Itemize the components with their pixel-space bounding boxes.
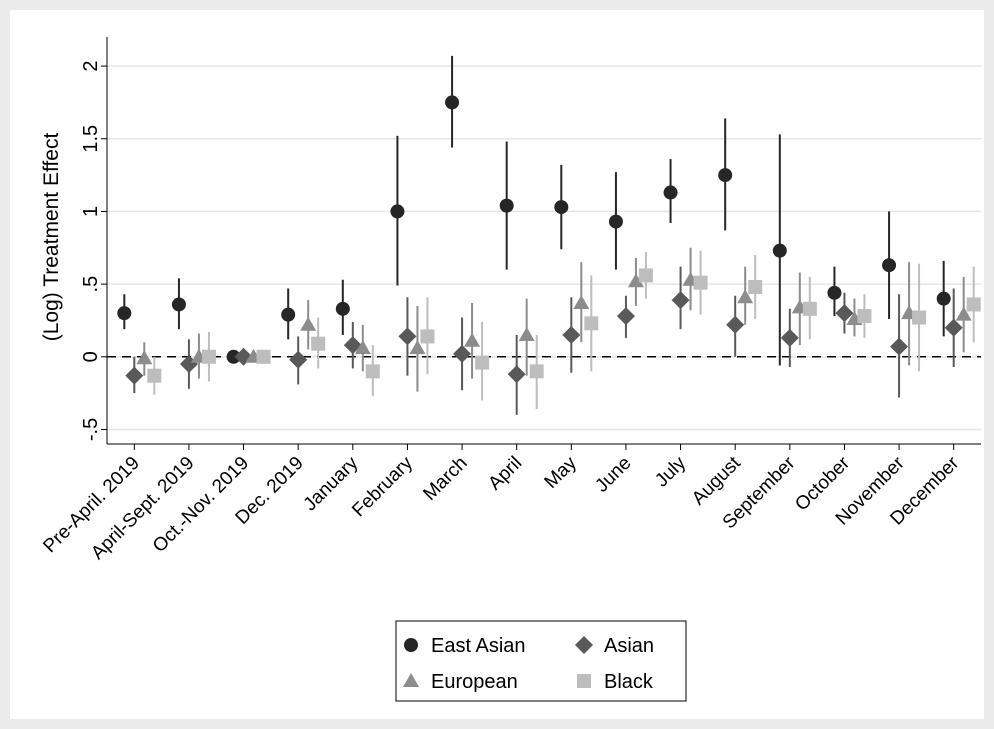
chart-background — [10, 10, 984, 719]
axes — [106, 37, 981, 445]
black-point — [748, 280, 763, 295]
legend-marker-asian — [575, 636, 593, 654]
asian-point — [726, 315, 745, 334]
european-point — [464, 332, 481, 347]
asian-point — [125, 366, 144, 385]
asian-point — [453, 344, 472, 363]
black-point — [365, 364, 380, 379]
european-point — [573, 295, 590, 310]
legend: East Asian Asian European Black — [395, 620, 687, 702]
y-axis-label: (Log) Treatment Effect — [40, 133, 63, 342]
asian-point — [398, 327, 417, 346]
black-point — [201, 349, 216, 364]
black-point — [966, 297, 981, 312]
east-asian-point — [882, 258, 897, 273]
black-point — [475, 355, 490, 370]
east-asian-point — [281, 307, 296, 322]
black-point — [584, 316, 599, 331]
east-asian-point — [445, 95, 460, 110]
european-point — [955, 306, 972, 321]
legend-label: Black — [604, 671, 654, 693]
asian-point — [343, 336, 362, 355]
asian-point — [780, 328, 799, 347]
east-asian-point — [608, 214, 623, 229]
asian-point — [890, 337, 909, 356]
east-asian-point — [117, 306, 132, 321]
east-asian-point — [554, 200, 569, 215]
legend-marker-black — [577, 674, 591, 688]
legend-label: European — [431, 671, 518, 693]
asian-point — [671, 291, 690, 310]
european-point — [354, 340, 371, 355]
legend-marker-east-asian — [404, 638, 418, 652]
black-point — [147, 368, 162, 383]
asian-point — [944, 318, 963, 337]
y-tick-label: 2 — [80, 61, 102, 72]
legend-label: Asian — [604, 635, 654, 657]
east-asian-point — [171, 297, 186, 312]
black-point — [420, 329, 435, 344]
asian-point — [507, 365, 526, 384]
east-asian-point — [390, 204, 405, 219]
east-asian-point — [226, 349, 241, 364]
european-point — [409, 340, 426, 355]
legend-box — [395, 620, 687, 702]
black-point — [693, 275, 708, 290]
east-asian-point — [772, 243, 787, 258]
legend-label: East Asian — [431, 635, 526, 657]
east-asian-point — [936, 291, 951, 306]
east-asian-point — [663, 185, 678, 200]
y-tick-label: 1.5 — [80, 125, 102, 153]
asian-point — [616, 307, 635, 326]
european-point — [136, 350, 153, 365]
plot-marks — [117, 55, 981, 415]
y-tick-label: 1 — [80, 206, 102, 217]
east-asian-point — [499, 198, 514, 213]
black-point — [311, 336, 326, 351]
asian-point — [835, 304, 854, 323]
east-asian-point — [335, 301, 350, 316]
east-asian-point — [718, 168, 733, 183]
y-tick-label: -.5 — [80, 418, 102, 441]
east-asian-point — [827, 285, 842, 300]
black-point — [802, 301, 817, 316]
legend-marker-european — [403, 673, 419, 687]
black-point — [529, 364, 544, 379]
european-point — [518, 326, 535, 341]
y-tick-label: .5 — [80, 276, 102, 293]
asian-point — [289, 350, 308, 369]
european-point — [737, 289, 754, 304]
black-point — [912, 310, 927, 325]
y-axis-ticks: -.5 0 .5 1 1.5 2 — [80, 61, 107, 441]
black-point — [638, 268, 653, 283]
european-point — [627, 273, 644, 288]
asian-point — [562, 325, 581, 344]
y-tick-label: 0 — [80, 351, 102, 362]
european-point — [300, 316, 317, 331]
black-point — [857, 309, 872, 324]
black-point — [256, 349, 271, 364]
